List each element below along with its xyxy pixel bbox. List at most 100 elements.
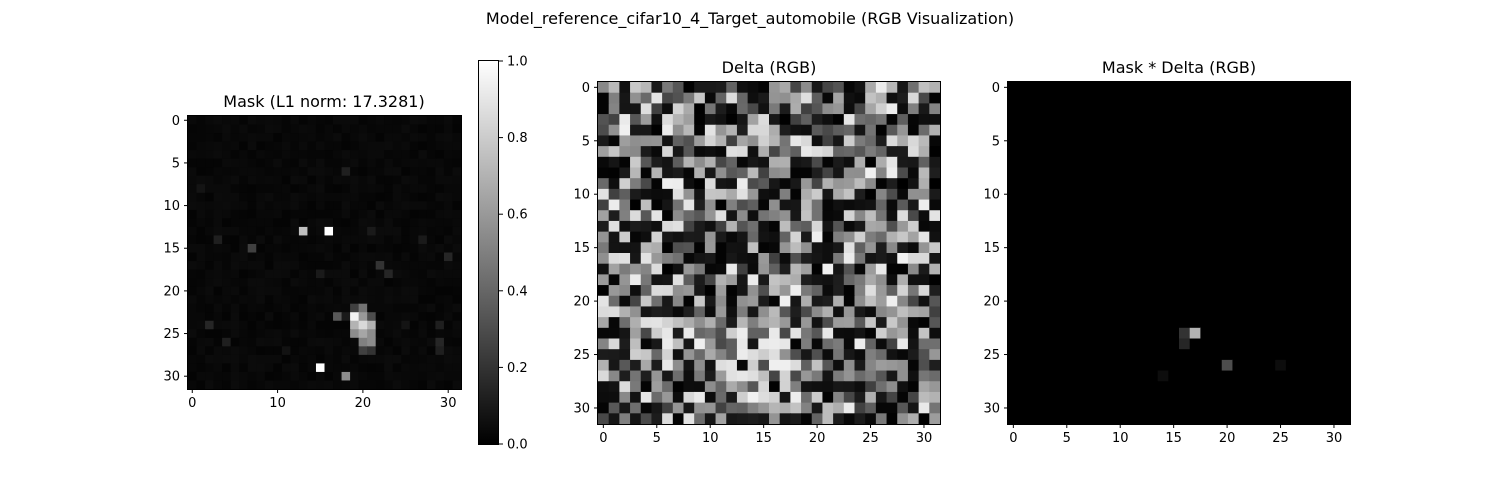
- delta-axes-frame: [597, 81, 941, 425]
- heatmap-cell: [1232, 327, 1244, 340]
- heatmap-cell: [1275, 199, 1287, 211]
- heatmap-cell: [662, 263, 674, 275]
- heatmap-cell: [1307, 327, 1319, 340]
- heatmap-cell: [779, 295, 791, 308]
- heatmap-cell: [1050, 178, 1063, 190]
- heatmap-cell: [1179, 327, 1191, 340]
- heatmap-cell: [897, 114, 909, 126]
- heatmap-cell: [886, 391, 898, 404]
- heatmap-cell: [715, 317, 727, 329]
- heatmap-cell: [281, 226, 291, 237]
- heatmap-cell: [598, 156, 610, 169]
- heatmap-cell: [640, 199, 653, 211]
- heatmap-cell: [1189, 210, 1201, 222]
- heatmap-cell: [1211, 188, 1223, 201]
- heatmap-cell: [779, 92, 791, 104]
- heatmap-cell: [358, 295, 368, 305]
- heatmap-cell: [273, 116, 283, 126]
- heatmap-cell: [1232, 306, 1244, 318]
- heatmap-cell: [409, 209, 419, 219]
- heatmap-cell: [1061, 327, 1073, 340]
- heatmap-cell: [256, 235, 266, 245]
- heatmap-cell: [409, 346, 419, 356]
- heatmap-cell: [239, 286, 249, 296]
- heatmap-cell: [350, 175, 360, 185]
- heatmap-cell: [1136, 82, 1148, 94]
- heatmap-cell: [598, 188, 610, 201]
- heatmap-cell: [392, 337, 402, 347]
- heatmap-cell: [886, 178, 898, 190]
- heatmap-cell: [1168, 253, 1180, 265]
- heatmap-cell: [875, 263, 888, 275]
- heatmap-cell: [1040, 242, 1052, 254]
- heatmap-cell: [1040, 135, 1052, 147]
- heatmap-cell: [1072, 82, 1084, 94]
- heatmap-cell: [1200, 327, 1212, 340]
- heatmap-cell: [230, 295, 240, 305]
- heatmap-cell: [1125, 220, 1137, 233]
- heatmap-cell: [375, 286, 385, 296]
- heatmap-cell: [1339, 253, 1351, 265]
- heatmap-cell: [790, 220, 802, 233]
- heatmap-cell: [822, 317, 834, 329]
- heatmap-cell: [384, 218, 394, 228]
- heatmap-cell: [811, 306, 824, 318]
- heatmap-cell: [392, 269, 402, 279]
- heatmap-cell: [341, 175, 351, 185]
- heatmap-cell: [239, 116, 249, 126]
- heatmap-cell: [854, 370, 866, 382]
- y-tick-label: 25: [163, 327, 180, 342]
- heatmap-cell: [1339, 349, 1351, 361]
- heatmap-cell: [350, 380, 360, 390]
- heatmap-cell: [598, 167, 610, 179]
- heatmap-cell: [865, 124, 877, 137]
- heatmap-cell: [1061, 124, 1073, 137]
- heatmap-cell: [1232, 349, 1244, 361]
- heatmap-cell: [672, 306, 685, 318]
- heatmap-cell: [333, 295, 343, 305]
- heatmap-cell: [1061, 263, 1073, 275]
- heatmap-cell: [333, 269, 343, 279]
- heatmap-cell: [736, 413, 749, 425]
- heatmap-cell: [264, 184, 274, 194]
- heatmap-cell: [1221, 156, 1234, 169]
- heatmap-cell: [1307, 146, 1319, 158]
- mask-panel: Mask (L1 norm: 17.3281) 0 10 20 30051015202…: [163, 92, 462, 411]
- heatmap-cell: [736, 274, 749, 286]
- heatmap-cell: [1307, 188, 1319, 201]
- heatmap-cell: [1264, 199, 1276, 211]
- heatmap-cell: [736, 285, 749, 297]
- heatmap-cell: [875, 210, 888, 222]
- heatmap-cell: [1008, 242, 1020, 254]
- heatmap-cell: [640, 242, 653, 254]
- heatmap-cell: [205, 269, 215, 279]
- heatmap-cell: [298, 312, 309, 322]
- heatmap-cell: [443, 209, 454, 219]
- heatmap-cell: [1275, 391, 1287, 404]
- heatmap-cell: [239, 175, 249, 185]
- heatmap-cell: [758, 188, 770, 201]
- heatmap-cell: [239, 380, 249, 390]
- heatmap-cell: [418, 243, 428, 254]
- heatmap-cell: [315, 235, 326, 245]
- heatmap-cell: [213, 243, 223, 254]
- heatmap-cell: [1285, 285, 1298, 297]
- heatmap-cell: [1061, 317, 1073, 329]
- heatmap-cell: [683, 167, 695, 179]
- heatmap-cell: [726, 242, 738, 254]
- heatmap-cell: [350, 295, 360, 305]
- heatmap-cell: [822, 381, 834, 393]
- heatmap-cell: [822, 370, 834, 382]
- heatmap-cell: [435, 158, 445, 168]
- heatmap-cell: [1050, 135, 1063, 147]
- heatmap-cell: [341, 295, 351, 305]
- heatmap-cell: [630, 263, 642, 275]
- heatmap-cell: [384, 320, 394, 330]
- y-tick-label: 0: [992, 81, 1000, 96]
- heatmap-cell: [222, 363, 232, 373]
- heatmap-cell: [1029, 103, 1041, 115]
- heatmap-cell: [298, 295, 309, 305]
- heatmap-cell: [918, 391, 930, 404]
- heatmap-cell: [1008, 317, 1020, 329]
